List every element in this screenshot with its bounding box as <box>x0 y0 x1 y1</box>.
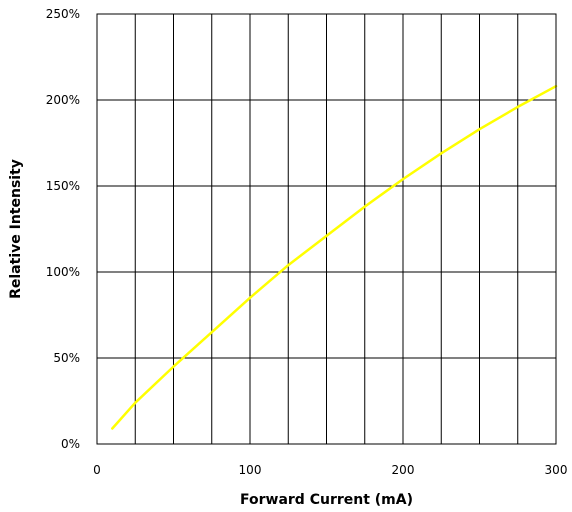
x-tick-label: 0 <box>93 463 101 477</box>
y-axis-title: Relative Intensity <box>8 159 24 299</box>
y-axis-ticks: 0% 50% 100% 150% 200% 250% <box>46 7 80 451</box>
x-tick-label: 200 <box>392 463 415 477</box>
gridlines <box>96 13 557 445</box>
x-axis-title: Forward Current (mA) <box>240 492 413 508</box>
y-tick-label: 100% <box>46 265 80 279</box>
y-tick-label: 250% <box>46 7 80 21</box>
y-tick-label: 0% <box>61 437 80 451</box>
y-tick-label: 200% <box>46 93 80 107</box>
plot-frame <box>96 13 557 445</box>
x-tick-label: 100 <box>239 463 262 477</box>
intensity-curve <box>111 84 558 430</box>
y-tick-label: 50% <box>53 351 80 365</box>
y-tick-label: 150% <box>46 179 80 193</box>
x-axis-ticks: 0 100 200 300 <box>93 463 567 477</box>
x-tick-label: 300 <box>545 463 568 477</box>
series-layer <box>111 84 558 430</box>
